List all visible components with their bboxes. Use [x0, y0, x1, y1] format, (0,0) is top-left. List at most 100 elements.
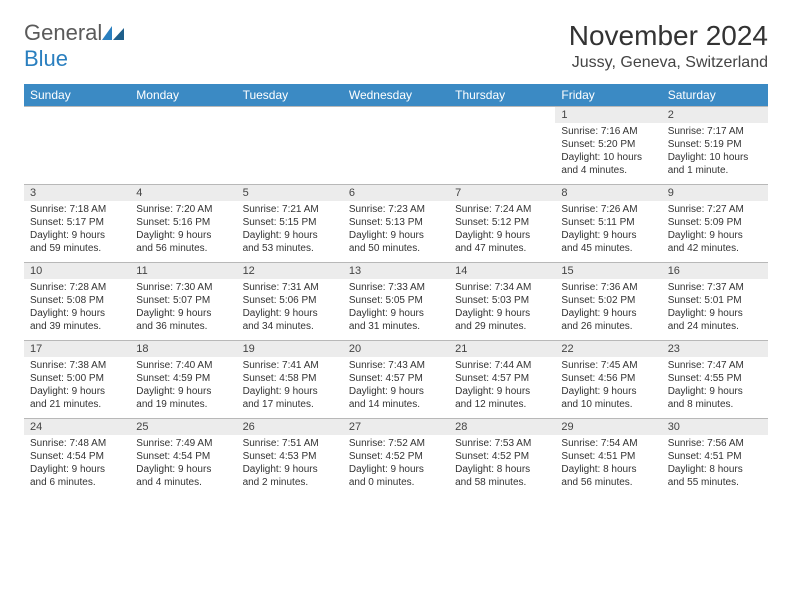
sunrise-line: Sunrise: 7:40 AM [136, 359, 230, 372]
sunrise-line: Sunrise: 7:47 AM [668, 359, 762, 372]
day-number: 20 [343, 341, 449, 357]
day-number: 10 [24, 263, 130, 279]
daylight-line: Daylight: 9 hours and 24 minutes. [668, 307, 762, 333]
calendar-cell: 16Sunrise: 7:37 AMSunset: 5:01 PMDayligh… [662, 263, 768, 341]
sunset-line: Sunset: 5:11 PM [561, 216, 655, 229]
day-body: Sunrise: 7:30 AMSunset: 5:07 PMDaylight:… [130, 279, 236, 337]
sunrise-line: Sunrise: 7:36 AM [561, 281, 655, 294]
logo: General Blue [24, 20, 124, 72]
calendar-head: SundayMondayTuesdayWednesdayThursdayFrid… [24, 84, 768, 107]
calendar-cell: 8Sunrise: 7:26 AMSunset: 5:11 PMDaylight… [555, 185, 661, 263]
sunrise-line: Sunrise: 7:52 AM [349, 437, 443, 450]
sunset-line: Sunset: 4:52 PM [349, 450, 443, 463]
daylight-line: Daylight: 9 hours and 12 minutes. [455, 385, 549, 411]
day-body: Sunrise: 7:43 AMSunset: 4:57 PMDaylight:… [343, 357, 449, 415]
sunrise-line: Sunrise: 7:45 AM [561, 359, 655, 372]
sunset-line: Sunset: 5:09 PM [668, 216, 762, 229]
sunrise-line: Sunrise: 7:16 AM [561, 125, 655, 138]
sunset-line: Sunset: 5:01 PM [668, 294, 762, 307]
sunset-line: Sunset: 5:13 PM [349, 216, 443, 229]
day-body: Sunrise: 7:17 AMSunset: 5:19 PMDaylight:… [662, 123, 768, 181]
sunrise-line: Sunrise: 7:20 AM [136, 203, 230, 216]
calendar-cell: 26Sunrise: 7:51 AMSunset: 4:53 PMDayligh… [237, 419, 343, 497]
day-number: 13 [343, 263, 449, 279]
calendar-cell: 18Sunrise: 7:40 AMSunset: 4:59 PMDayligh… [130, 341, 236, 419]
day-body: Sunrise: 7:23 AMSunset: 5:13 PMDaylight:… [343, 201, 449, 259]
day-body: Sunrise: 7:48 AMSunset: 4:54 PMDaylight:… [24, 435, 130, 493]
calendar-cell: 13Sunrise: 7:33 AMSunset: 5:05 PMDayligh… [343, 263, 449, 341]
header: General Blue November 2024 Jussy, Geneva… [24, 20, 768, 72]
day-number: 1 [555, 107, 661, 123]
day-body: Sunrise: 7:36 AMSunset: 5:02 PMDaylight:… [555, 279, 661, 337]
sunset-line: Sunset: 5:16 PM [136, 216, 230, 229]
sunrise-line: Sunrise: 7:34 AM [455, 281, 549, 294]
calendar-cell: 29Sunrise: 7:54 AMSunset: 4:51 PMDayligh… [555, 419, 661, 497]
sunset-line: Sunset: 5:03 PM [455, 294, 549, 307]
day-body: Sunrise: 7:51 AMSunset: 4:53 PMDaylight:… [237, 435, 343, 493]
sunrise-line: Sunrise: 7:27 AM [668, 203, 762, 216]
sunrise-line: Sunrise: 7:41 AM [243, 359, 337, 372]
weekday-header: Friday [555, 84, 661, 107]
sunset-line: Sunset: 4:56 PM [561, 372, 655, 385]
calendar-cell [24, 107, 130, 185]
sunrise-line: Sunrise: 7:30 AM [136, 281, 230, 294]
day-number: 4 [130, 185, 236, 201]
calendar-cell: 24Sunrise: 7:48 AMSunset: 4:54 PMDayligh… [24, 419, 130, 497]
weekday-header: Monday [130, 84, 236, 107]
calendar-cell: 7Sunrise: 7:24 AMSunset: 5:12 PMDaylight… [449, 185, 555, 263]
sunset-line: Sunset: 4:51 PM [668, 450, 762, 463]
calendar-cell: 14Sunrise: 7:34 AMSunset: 5:03 PMDayligh… [449, 263, 555, 341]
day-body: Sunrise: 7:28 AMSunset: 5:08 PMDaylight:… [24, 279, 130, 337]
daylight-line: Daylight: 9 hours and 45 minutes. [561, 229, 655, 255]
calendar-body: 1Sunrise: 7:16 AMSunset: 5:20 PMDaylight… [24, 107, 768, 497]
sunset-line: Sunset: 4:58 PM [243, 372, 337, 385]
sunrise-line: Sunrise: 7:48 AM [30, 437, 124, 450]
day-number: 26 [237, 419, 343, 435]
daylight-line: Daylight: 8 hours and 55 minutes. [668, 463, 762, 489]
calendar-cell: 6Sunrise: 7:23 AMSunset: 5:13 PMDaylight… [343, 185, 449, 263]
title-block: November 2024 Jussy, Geneva, Switzerland [569, 20, 768, 72]
daylight-line: Daylight: 9 hours and 0 minutes. [349, 463, 443, 489]
calendar-cell: 23Sunrise: 7:47 AMSunset: 4:55 PMDayligh… [662, 341, 768, 419]
calendar-cell: 12Sunrise: 7:31 AMSunset: 5:06 PMDayligh… [237, 263, 343, 341]
day-body: Sunrise: 7:56 AMSunset: 4:51 PMDaylight:… [662, 435, 768, 493]
day-number: 14 [449, 263, 555, 279]
sunrise-line: Sunrise: 7:49 AM [136, 437, 230, 450]
daylight-line: Daylight: 9 hours and 26 minutes. [561, 307, 655, 333]
sunrise-line: Sunrise: 7:26 AM [561, 203, 655, 216]
daylight-line: Daylight: 9 hours and 53 minutes. [243, 229, 337, 255]
sunset-line: Sunset: 5:00 PM [30, 372, 124, 385]
daylight-line: Daylight: 9 hours and 2 minutes. [243, 463, 337, 489]
sunset-line: Sunset: 5:07 PM [136, 294, 230, 307]
day-body: Sunrise: 7:52 AMSunset: 4:52 PMDaylight:… [343, 435, 449, 493]
day-number: 6 [343, 185, 449, 201]
daylight-line: Daylight: 9 hours and 42 minutes. [668, 229, 762, 255]
sunrise-line: Sunrise: 7:18 AM [30, 203, 124, 216]
day-number: 27 [343, 419, 449, 435]
location: Jussy, Geneva, Switzerland [569, 54, 768, 72]
weekday-header: Sunday [24, 84, 130, 107]
sunset-line: Sunset: 5:02 PM [561, 294, 655, 307]
daylight-line: Daylight: 9 hours and 34 minutes. [243, 307, 337, 333]
calendar-cell: 1Sunrise: 7:16 AMSunset: 5:20 PMDaylight… [555, 107, 661, 185]
sunset-line: Sunset: 4:54 PM [136, 450, 230, 463]
day-number: 17 [24, 341, 130, 357]
calendar-cell: 21Sunrise: 7:44 AMSunset: 4:57 PMDayligh… [449, 341, 555, 419]
sunset-line: Sunset: 4:53 PM [243, 450, 337, 463]
day-number: 25 [130, 419, 236, 435]
calendar-cell: 4Sunrise: 7:20 AMSunset: 5:16 PMDaylight… [130, 185, 236, 263]
sunrise-line: Sunrise: 7:23 AM [349, 203, 443, 216]
sunrise-line: Sunrise: 7:43 AM [349, 359, 443, 372]
sunrise-line: Sunrise: 7:54 AM [561, 437, 655, 450]
calendar-cell: 19Sunrise: 7:41 AMSunset: 4:58 PMDayligh… [237, 341, 343, 419]
calendar-cell [237, 107, 343, 185]
sunset-line: Sunset: 5:12 PM [455, 216, 549, 229]
day-body: Sunrise: 7:45 AMSunset: 4:56 PMDaylight:… [555, 357, 661, 415]
sunset-line: Sunset: 5:19 PM [668, 138, 762, 151]
daylight-line: Daylight: 9 hours and 8 minutes. [668, 385, 762, 411]
weekday-header: Thursday [449, 84, 555, 107]
day-body: Sunrise: 7:34 AMSunset: 5:03 PMDaylight:… [449, 279, 555, 337]
day-number: 2 [662, 107, 768, 123]
calendar-row: 3Sunrise: 7:18 AMSunset: 5:17 PMDaylight… [24, 185, 768, 263]
day-number: 30 [662, 419, 768, 435]
